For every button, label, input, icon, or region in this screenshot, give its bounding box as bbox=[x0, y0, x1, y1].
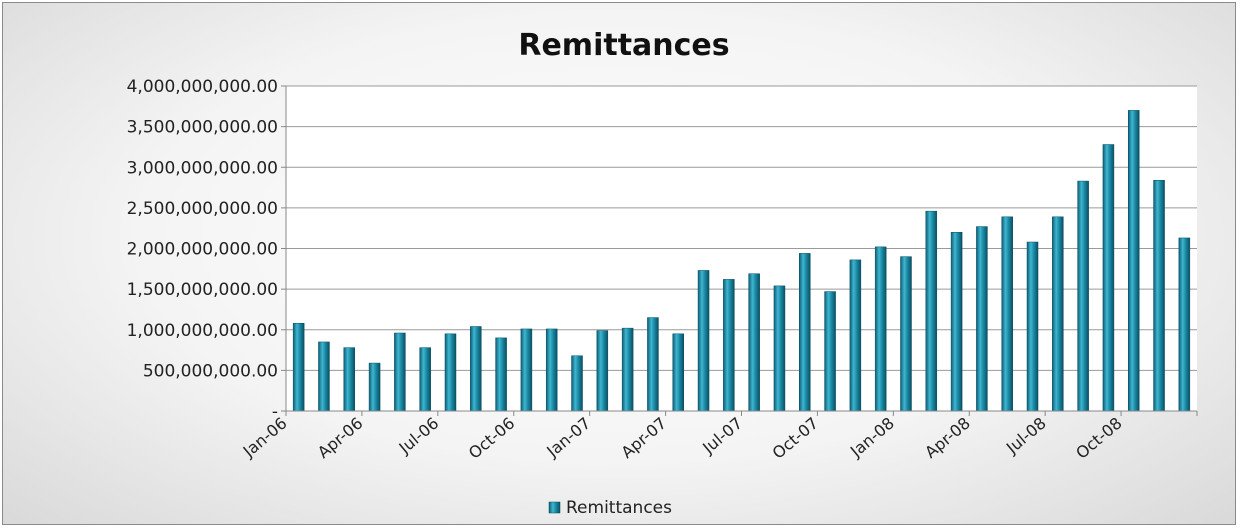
y-tick-label: 4,000,000,000.00 bbox=[127, 77, 278, 97]
bar-Nov-06 bbox=[545, 328, 558, 412]
x-tick-label: Apr-07 bbox=[617, 414, 670, 462]
x-tick-label: Jul-08 bbox=[1002, 414, 1050, 458]
bar-Jan-07 bbox=[596, 330, 609, 412]
bar-Oct-08 bbox=[1127, 110, 1140, 412]
bar-Nov-08 bbox=[1153, 180, 1165, 412]
y-tick-label: 1,500,000,000.00 bbox=[127, 280, 278, 300]
y-axis: - 500,000,000.00 1,000,000,000.00 1,500,000… bbox=[127, 77, 287, 422]
bar-Feb-08 bbox=[925, 210, 938, 412]
bar-Nov-07 bbox=[849, 259, 862, 412]
legend-label: Remittances bbox=[566, 498, 672, 518]
bar-Feb-07 bbox=[621, 327, 634, 412]
bar-Jun-08 bbox=[1026, 241, 1039, 412]
bar-Jul-07 bbox=[748, 273, 760, 412]
x-tick-label: Jan-08 bbox=[846, 414, 898, 462]
bar-Dec-07 bbox=[874, 246, 887, 412]
bar-Oct-06 bbox=[520, 328, 533, 412]
bar-Mar-08 bbox=[950, 232, 963, 412]
chart-title: Remittances bbox=[518, 28, 729, 63]
bar-May-06 bbox=[394, 332, 406, 412]
bar-Dec-06 bbox=[571, 355, 583, 412]
gridlines bbox=[286, 85, 1197, 371]
bar-Aug-07 bbox=[773, 285, 786, 412]
y-tick-label: 1,000,000,000.00 bbox=[127, 321, 278, 341]
bar-Jan-08 bbox=[900, 256, 912, 412]
x-tick-label: Jul-06 bbox=[395, 414, 443, 458]
y-tick-label: 2,500,000,000.00 bbox=[127, 199, 278, 219]
bar-Feb-06 bbox=[318, 341, 330, 412]
legend: Remittances bbox=[548, 498, 672, 518]
bar-Sep-08 bbox=[1102, 144, 1115, 412]
bar-Jun-07 bbox=[723, 279, 735, 412]
legend-swatch bbox=[548, 501, 561, 514]
x-tick-label: Apr-08 bbox=[921, 414, 974, 462]
y-tick-label: 3,000,000,000.00 bbox=[127, 158, 278, 178]
bar-Jul-06 bbox=[444, 333, 457, 412]
y-tick-label: 3,500,000,000.00 bbox=[127, 118, 278, 138]
y-tick-label: 2,000,000,000.00 bbox=[127, 240, 278, 260]
bar-Sep-06 bbox=[495, 337, 507, 412]
bar-Jun-06 bbox=[419, 347, 431, 412]
bar-Aug-08 bbox=[1077, 180, 1089, 412]
x-tick-label: Oct-08 bbox=[1072, 414, 1125, 463]
bar-series bbox=[292, 110, 1191, 412]
bar-Sep-07 bbox=[799, 253, 811, 412]
chart-canvas: Remittances - 500,000,000.00 1,000,000,000… bbox=[127, 28, 1198, 518]
bar-May-08 bbox=[1001, 216, 1013, 412]
bar-Jan-06 bbox=[292, 323, 305, 412]
bar-Apr-07 bbox=[672, 333, 684, 412]
y-tick-label: 500,000,000.00 bbox=[143, 361, 278, 381]
bar-Apr-06 bbox=[368, 362, 381, 412]
x-tick-label: Oct-07 bbox=[769, 414, 822, 463]
bar-Mar-07 bbox=[647, 317, 659, 412]
bar-Apr-08 bbox=[976, 226, 988, 412]
bar-Jul-08 bbox=[1052, 216, 1064, 412]
x-tick-label: Jan-06 bbox=[239, 414, 291, 462]
bar-Dec-08 bbox=[1178, 237, 1191, 412]
x-tick-label: Oct-06 bbox=[465, 414, 518, 463]
x-tick-label: Apr-06 bbox=[314, 414, 367, 462]
y-tick-label: - bbox=[272, 402, 278, 422]
bar-May-07 bbox=[697, 270, 710, 412]
x-tick-label: Jul-07 bbox=[698, 414, 746, 458]
x-axis: Jan-06 Apr-06 Jul-06 Oct-06 Jan-07 Apr-07 Jul-… bbox=[239, 410, 1198, 463]
bar-Oct-07 bbox=[824, 291, 836, 412]
x-tick-label: Jan-07 bbox=[542, 414, 594, 462]
bar-Mar-06 bbox=[343, 347, 356, 412]
bar-Aug-06 bbox=[470, 326, 482, 412]
